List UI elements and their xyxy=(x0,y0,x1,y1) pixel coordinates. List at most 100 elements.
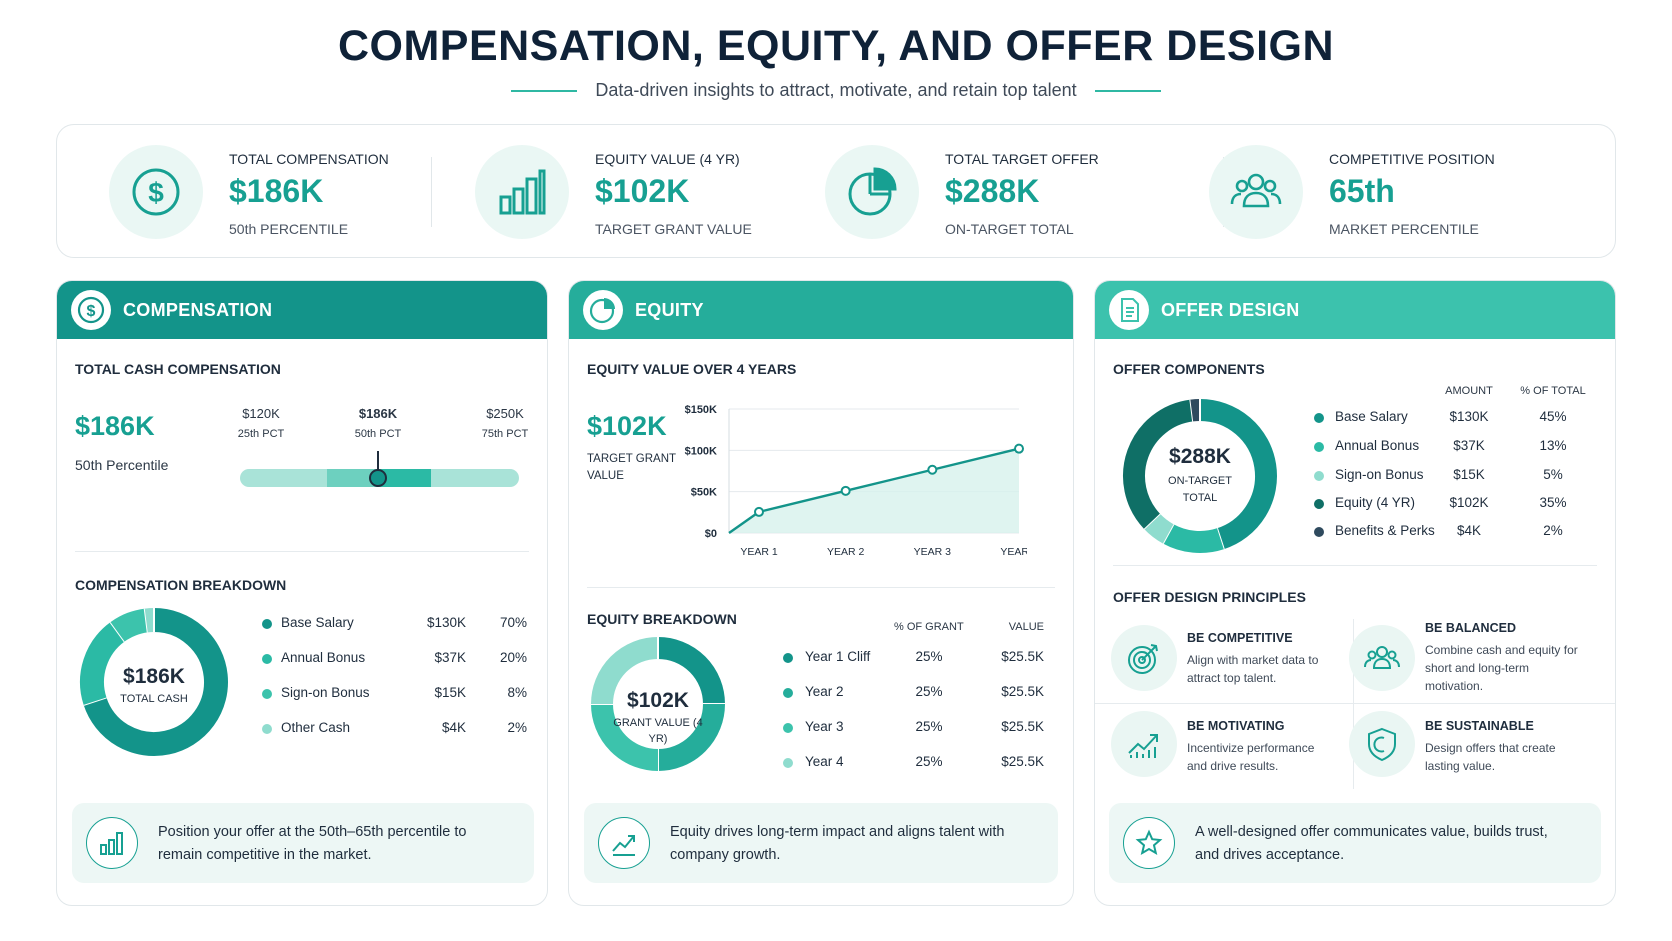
offer-panel: OFFER DESIGN OFFER COMPONENTS AMOUNT % O… xyxy=(1094,280,1616,906)
shield-icon xyxy=(1349,711,1415,777)
grid-divider-h xyxy=(1095,703,1615,704)
donut-slice xyxy=(1143,513,1174,544)
row-label: Other Cash xyxy=(281,720,351,735)
range-value-25: $120K xyxy=(242,406,280,421)
row-amount: $15K xyxy=(1453,467,1485,482)
row-label: Annual Bonus xyxy=(1335,438,1420,453)
donut-center-label: GRANT VALUE (4 YR) xyxy=(613,717,703,745)
compensation-header: $ COMPENSATION xyxy=(57,281,547,339)
section-title: OFFER DESIGN PRINCIPLES xyxy=(1113,589,1306,605)
row-label: Base Salary xyxy=(1335,409,1408,424)
col-header-amount: AMOUNT xyxy=(1445,385,1493,397)
row-label: Year 1 Cliff xyxy=(805,649,871,664)
kpi-label: EQUITY VALUE (4 YR) xyxy=(595,151,740,167)
principle-title: BE BALANCED xyxy=(1425,621,1516,635)
pie-chart-icon xyxy=(583,290,623,330)
page-title: COMPENSATION, EQUITY, AND OFFER DESIGN xyxy=(337,22,1335,70)
donut-slice xyxy=(591,637,659,705)
subtitle-row: Data-driven insights to attract, motivat… xyxy=(0,80,1672,101)
page-subtitle: Data-driven insights to attract, motivat… xyxy=(595,80,1077,100)
equity-value-label: TARGET GRANT VALUE xyxy=(587,453,676,482)
range-marker xyxy=(369,469,387,487)
section-title: EQUITY VALUE OVER 4 YEARS xyxy=(587,361,797,377)
row-pct: 2% xyxy=(1543,523,1563,538)
divider xyxy=(587,587,1055,588)
equity-callout: Equity drives long-term impact and align… xyxy=(584,803,1058,883)
equity-area xyxy=(729,448,1019,533)
legend-dot xyxy=(262,689,272,699)
document-icon xyxy=(1109,290,1149,330)
row-pct: 25% xyxy=(915,754,943,769)
donut-slice xyxy=(1190,399,1201,422)
data-point xyxy=(1014,443,1024,454)
kpi-label: COMPETITIVE POSITION xyxy=(1329,151,1495,167)
range-label-75: 75th PCT xyxy=(481,428,529,440)
divider xyxy=(1113,565,1597,566)
principle-title: BE COMPETITIVE xyxy=(1187,631,1293,645)
legend-dot xyxy=(1314,471,1324,481)
donut-slice xyxy=(110,608,149,642)
range-label-25: 25th PCT xyxy=(237,428,285,440)
data-point xyxy=(927,464,938,475)
row-amount: $37K xyxy=(1453,438,1485,453)
people-icon xyxy=(1209,145,1303,239)
row-value: $25.5K xyxy=(1001,649,1044,664)
row-label: Year 2 xyxy=(805,684,844,699)
row-pct: 25% xyxy=(915,649,943,664)
target-icon xyxy=(1111,625,1177,691)
subtitle-rule-left xyxy=(511,89,578,92)
principle-title: BE MOTIVATING xyxy=(1187,719,1285,733)
legend-dot xyxy=(1314,527,1324,537)
kpi-strip: $ TOTAL COMPENSATION $186K 50th PERCENTI… xyxy=(56,124,1616,258)
row-amount: $130K xyxy=(426,615,466,630)
row-amount: $37K xyxy=(434,650,466,665)
principle-desc: Align with market data to attract top ta… xyxy=(1187,653,1319,685)
row-value: $25.5K xyxy=(1001,684,1044,699)
offer-donut xyxy=(1123,399,1277,553)
panel-title: OFFER DESIGN xyxy=(1161,299,1300,320)
donut-gap xyxy=(109,621,126,643)
bar-chart-icon xyxy=(86,817,138,869)
row-amount: $102K xyxy=(1449,495,1489,510)
y-tick-label: $100K xyxy=(685,445,717,457)
row-amount: $4K xyxy=(441,720,466,735)
legend-dot xyxy=(262,619,272,629)
row-pct: 35% xyxy=(1539,495,1567,510)
equity-header: EQUITY xyxy=(569,281,1073,339)
trend-up-icon xyxy=(1111,711,1177,777)
donut-gap xyxy=(1216,527,1225,550)
section-title: OFFER COMPONENTS xyxy=(1113,361,1265,377)
pie-chart-icon xyxy=(825,145,919,239)
principle-desc: Combine cash and equity for short and lo… xyxy=(1425,643,1578,693)
x-tick-label: YEAR 1 xyxy=(740,546,778,558)
donut-slice xyxy=(1123,399,1194,529)
donut-center-label: TOTAL CASH xyxy=(120,693,188,705)
donut-center-label: ON-TARGET TOTAL xyxy=(1168,475,1232,504)
svg-text:$: $ xyxy=(87,303,96,320)
principle-title: BE SUSTAINABLE xyxy=(1425,719,1534,733)
legend-dot xyxy=(783,758,793,768)
row-pct: 13% xyxy=(1539,438,1567,453)
row-label: Year 4 xyxy=(805,754,844,769)
row-amount: $15K xyxy=(434,685,466,700)
row-label: Equity (4 YR) xyxy=(1335,495,1416,510)
kpi-label: TOTAL COMPENSATION xyxy=(229,151,389,167)
y-tick-label: $50K xyxy=(691,487,717,499)
offer-header: OFFER DESIGN xyxy=(1095,281,1615,339)
dollar-icon: $ xyxy=(71,290,111,330)
kpi-divider xyxy=(431,157,432,227)
kpi-sub: 50th PERCENTILE xyxy=(229,221,349,237)
row-pct: 25% xyxy=(915,719,943,734)
grid-divider-v xyxy=(1353,619,1354,789)
legend-dot xyxy=(783,723,793,733)
donut-center-value: $102K xyxy=(627,689,689,712)
col-header-value: VALUE xyxy=(1008,621,1044,633)
row-pct: 5% xyxy=(1543,467,1563,482)
row-value: $25.5K xyxy=(1001,719,1044,734)
row-label: Annual Bonus xyxy=(281,650,366,665)
kpi-value: $288K xyxy=(945,173,1040,209)
section-title: COMPENSATION BREAKDOWN xyxy=(75,577,287,593)
donut-slice xyxy=(591,703,659,771)
legend-dot xyxy=(1314,413,1324,423)
y-tick-label: $150K xyxy=(685,404,717,416)
